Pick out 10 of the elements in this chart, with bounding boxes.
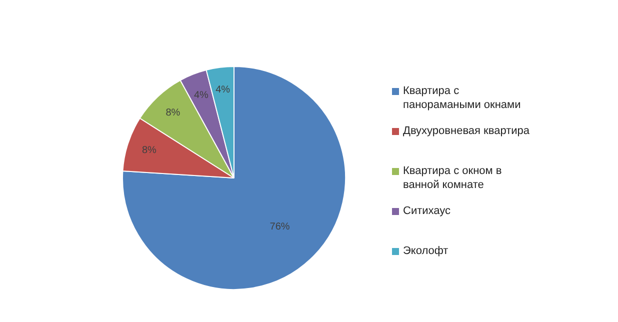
data-label: 8% [166, 108, 180, 119]
legend-label: Двухуровневая квартира [403, 124, 530, 138]
data-label: 4% [216, 84, 230, 96]
legend-label: Квартира с панорамаными окнами [403, 84, 522, 112]
legend-label: Квартира с окном в ванной комнате [403, 164, 503, 192]
data-label: 8% [142, 145, 156, 156]
legend-label: Ситихаус [403, 204, 452, 218]
data-label: 76% [270, 222, 290, 233]
legend-label: Эколофт [403, 244, 450, 258]
data-label: 4% [194, 90, 208, 101]
